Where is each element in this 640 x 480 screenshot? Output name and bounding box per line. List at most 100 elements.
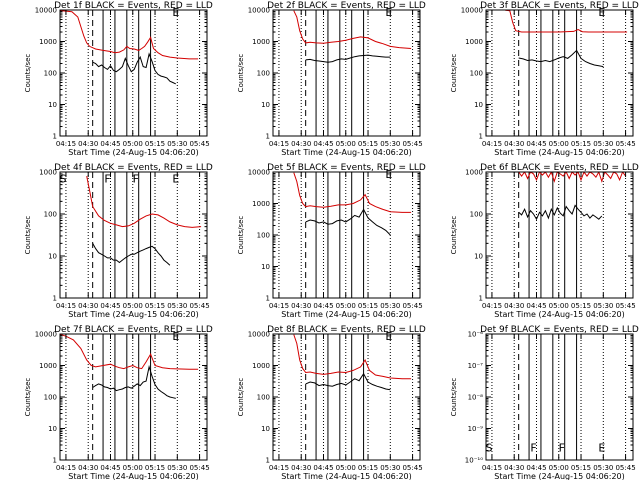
y-tick-label: 10 <box>261 101 270 109</box>
x-tick-label: 05:30 <box>593 140 613 148</box>
y-axis-label: Counts/sec <box>24 54 32 93</box>
panel-title: Det 3f BLACK = Events, RED = LLD <box>480 1 639 11</box>
x-tick-label: 04:15 <box>56 464 76 472</box>
plot-frame <box>485 171 634 299</box>
y-tick-label: 1000 <box>252 38 270 46</box>
x-tick-label: 04:30 <box>78 302 98 310</box>
x-tick-label: 04:45 <box>313 302 333 310</box>
y-tick-label: 10 <box>48 253 57 261</box>
y-tick-label: 1000 <box>39 362 57 370</box>
x-tick-label: 04:45 <box>100 302 120 310</box>
interval-marker-label: E <box>172 173 179 186</box>
y-tick-label: 10000 <box>35 7 57 15</box>
y-tick-label: 10 <box>48 425 57 433</box>
y-tick-label: 10 <box>474 101 483 109</box>
x-tick-label: 05:00 <box>549 464 569 472</box>
x-axis-label: Start Time (24-Aug-15 04:06:20) <box>68 310 199 319</box>
x-tick-label: 05:00 <box>123 140 143 148</box>
panel-title: Det 1f BLACK = Events, RED = LLD <box>54 1 213 11</box>
panel-title: Det 9f BLACK = Events, RED = LLD <box>480 325 639 335</box>
panel-det-6: Det 6f BLACK = Events, RED = LLD 1 10 100 10… <box>450 163 639 319</box>
x-tick-label: 05:30 <box>380 302 400 310</box>
interval-marker-label: E <box>598 6 605 19</box>
x-tick-label: 05:45 <box>615 140 635 148</box>
plot-frame <box>272 171 421 299</box>
plot-frame <box>59 333 208 461</box>
series-line-lld <box>293 172 412 213</box>
y-tick-label: 10⁻¹⁰ <box>465 457 483 465</box>
y-tick-label: 100 <box>44 211 57 219</box>
series-line-events <box>92 52 177 85</box>
x-tick-label: 05:15 <box>145 302 165 310</box>
y-axis-label: Counts/sec <box>237 54 245 93</box>
y-tick-label: 1000 <box>465 169 483 177</box>
y-tick-label: 1000 <box>252 362 270 370</box>
x-tick-label: 04:15 <box>482 464 502 472</box>
y-axis-label: Counts/sec <box>450 54 458 93</box>
panel-det-7: Det 7f BLACK = Events, RED = LLD 1 10 100 10… <box>24 325 213 480</box>
x-tick-label: 05:00 <box>336 302 356 310</box>
interval-marker-label: F <box>133 173 139 186</box>
series-line-lld <box>60 10 199 60</box>
x-axis-label: Start Time (24-Aug-15 04:06:20) <box>68 148 199 157</box>
x-axis-label: Start Time (24-Aug-15 04:06:20) <box>494 148 625 157</box>
x-tick-label: 05:15 <box>571 464 591 472</box>
interval-marker-label: E <box>172 6 179 19</box>
x-tick-label: 05:15 <box>571 302 591 310</box>
x-axis-label: Start Time (24-Aug-15 04:06:20) <box>281 472 412 480</box>
y-tick-label: 100 <box>257 70 270 78</box>
x-tick-label: 04:15 <box>56 302 76 310</box>
y-tick-label: 10 <box>261 263 270 271</box>
x-tick-label: 05:15 <box>145 464 165 472</box>
interval-marker-label: F <box>104 173 110 186</box>
x-tick-label: 04:30 <box>78 464 98 472</box>
x-tick-label: 04:45 <box>526 140 546 148</box>
x-tick-label: 05:45 <box>189 302 209 310</box>
y-tick-label: 10000 <box>248 7 270 15</box>
x-axis-label: Start Time (24-Aug-15 04:06:20) <box>281 310 412 319</box>
interval-marker-label: S <box>59 173 66 186</box>
panel-title: Det 2f BLACK = Events, RED = LLD <box>267 1 426 11</box>
series-line-lld <box>86 176 202 228</box>
interval-marker-label: E <box>385 330 392 343</box>
panel-title: Det 5f BLACK = Events, RED = LLD <box>267 163 426 173</box>
x-tick-label: 04:30 <box>291 464 311 472</box>
y-tick-label: 1 <box>53 295 57 303</box>
y-axis-label: Counts/sec <box>237 216 245 255</box>
x-tick-label: 04:15 <box>56 140 76 148</box>
interval-marker-label: E <box>385 168 392 181</box>
y-tick-label: 100 <box>44 394 57 402</box>
x-tick-label: 04:15 <box>482 302 502 310</box>
y-tick-label: 10000 <box>461 7 483 15</box>
y-tick-label: 100 <box>257 394 270 402</box>
panel-det-4: Det 4f BLACK = Events, RED = LLD 1 10 100 10… <box>24 163 213 319</box>
y-axis-label: Counts/sec <box>24 378 32 417</box>
x-tick-label: 05:00 <box>123 302 143 310</box>
y-tick-label: 10000 <box>248 169 270 177</box>
series-line-events <box>305 54 391 63</box>
x-tick-label: 04:15 <box>269 302 289 310</box>
y-axis-label: Counts/sec <box>24 216 32 255</box>
x-tick-label: 05:30 <box>593 464 613 472</box>
panel-det-9: Det 9f BLACK = Events, RED = LLD 10⁻¹⁰ 10⁻… <box>450 325 639 480</box>
x-tick-label: 04:15 <box>482 140 502 148</box>
x-tick-label: 04:15 <box>269 464 289 472</box>
x-tick-label: 04:45 <box>526 464 546 472</box>
panel-title: Det 4f BLACK = Events, RED = LLD <box>54 163 213 173</box>
interval-marker-label: E <box>385 6 392 19</box>
x-tick-label: 04:45 <box>100 140 120 148</box>
series-line-lld <box>293 334 412 380</box>
interval-marker-label: E <box>172 330 179 343</box>
x-tick-label: 05:45 <box>189 140 209 148</box>
panel-title: Det 7f BLACK = Events, RED = LLD <box>54 325 213 335</box>
panel-det-1: Det 1f BLACK = Events, RED = LLD 1 10 100 10… <box>24 1 213 157</box>
y-tick-label: 1000 <box>252 200 270 208</box>
series-line-events <box>518 204 603 221</box>
x-tick-label: 05:00 <box>123 464 143 472</box>
x-tick-label: 05:30 <box>167 302 187 310</box>
series-line-lld <box>293 10 412 49</box>
y-tick-label: 1 <box>266 457 270 465</box>
x-tick-label: 04:30 <box>504 140 524 148</box>
interval-marker-label: F <box>530 441 536 454</box>
